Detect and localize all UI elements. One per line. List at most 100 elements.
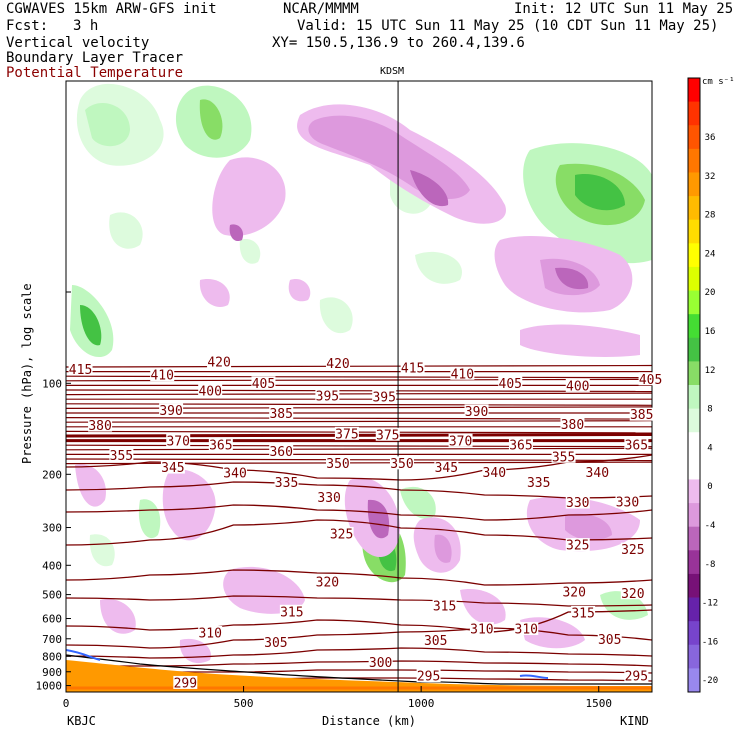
colorbar-swatch bbox=[688, 503, 700, 528]
theta-label-bg bbox=[326, 456, 351, 470]
colorbar-swatch bbox=[688, 172, 700, 197]
theta-label-bg bbox=[263, 635, 288, 649]
theta-label: 345 bbox=[435, 461, 458, 476]
theta-label: 340 bbox=[483, 466, 506, 481]
station-marker-label: KDSM bbox=[380, 66, 405, 77]
colorbar-swatch bbox=[688, 361, 700, 386]
colorbar-label: -20 bbox=[702, 676, 718, 686]
theta-label: 325 bbox=[330, 527, 353, 542]
theta-label-bg bbox=[368, 655, 393, 669]
start-station-label: KBJC bbox=[67, 714, 96, 728]
theta-label: 415 bbox=[69, 363, 92, 378]
theta-label: 310 bbox=[198, 627, 221, 642]
theta-label: 325 bbox=[566, 539, 589, 554]
theta-label: 395 bbox=[316, 389, 339, 404]
theta-label-bg bbox=[400, 360, 425, 374]
theta-contour-line bbox=[66, 519, 652, 546]
colorbar-label: 36 bbox=[705, 133, 716, 143]
theta-label: 335 bbox=[275, 476, 298, 491]
theta-label: 410 bbox=[451, 367, 474, 382]
colorbar-swatch bbox=[688, 314, 700, 339]
theta-contour-line bbox=[66, 403, 652, 406]
colorbar-swatch bbox=[688, 243, 700, 268]
theta-label-bg bbox=[207, 354, 232, 368]
theta-label: 365 bbox=[625, 439, 648, 454]
theta-label: 305 bbox=[264, 636, 287, 651]
theta-label-bg bbox=[450, 366, 475, 380]
colorbar-swatch bbox=[688, 101, 700, 126]
theta-label-bg bbox=[326, 356, 351, 370]
y-tick-label: 900 bbox=[42, 666, 62, 679]
theta-label-bg bbox=[498, 376, 523, 390]
y-tick-label: 200 bbox=[42, 468, 62, 481]
theta-label: 345 bbox=[161, 461, 184, 476]
theta-label: 320 bbox=[316, 576, 339, 591]
theta-label: 330 bbox=[566, 496, 589, 511]
theta-label: 305 bbox=[424, 634, 447, 649]
theta-label-bg bbox=[469, 622, 494, 636]
theta-label-bg bbox=[585, 465, 610, 479]
theta-label-bg bbox=[208, 438, 233, 452]
theta-label: 400 bbox=[566, 379, 589, 394]
theta-contour-line bbox=[66, 417, 652, 420]
colorbar-swatch bbox=[688, 385, 700, 410]
theta-label: 375 bbox=[335, 427, 358, 442]
theta-label-bg bbox=[198, 626, 223, 640]
theta-label: 315 bbox=[571, 606, 594, 621]
theta-label: 410 bbox=[150, 369, 173, 384]
theta-label-bg bbox=[329, 526, 354, 540]
colorbar-label: -12 bbox=[702, 599, 718, 609]
colorbar-label: 16 bbox=[705, 327, 716, 337]
theta-label-bg bbox=[551, 449, 576, 463]
theta-label-bg bbox=[615, 495, 640, 509]
theta-label-bg bbox=[624, 438, 649, 452]
colorbar-label: 20 bbox=[705, 288, 716, 298]
theta-label-bg bbox=[624, 669, 649, 683]
y-tick-label: 800 bbox=[42, 650, 62, 663]
colorbar-swatch bbox=[688, 408, 700, 433]
theta-label-bg bbox=[565, 378, 590, 392]
colorbar-frame bbox=[687, 77, 701, 693]
theta-label: 405 bbox=[639, 373, 662, 388]
colorbar-label: 0 bbox=[707, 482, 712, 492]
theta-contour-labels: 415 420 420 415 410 405 400 405 410 405 400 395 395 3… bbox=[68, 354, 663, 691]
theta-label-bg bbox=[434, 460, 459, 474]
colorbar-label: 4 bbox=[707, 443, 712, 453]
theta-label: 325 bbox=[621, 543, 644, 558]
theta-label-bg bbox=[315, 575, 340, 589]
x-tick-label: 1500 bbox=[585, 697, 612, 710]
theta-label: 400 bbox=[198, 384, 221, 399]
theta-label: 415 bbox=[401, 361, 424, 376]
colorbar-label: -16 bbox=[702, 637, 718, 647]
theta-label: 330 bbox=[616, 496, 639, 511]
theta-label-bg bbox=[389, 456, 414, 470]
theta-label-bg bbox=[565, 495, 590, 509]
end-station-label: KIND bbox=[620, 714, 649, 728]
colorbar-label: 24 bbox=[705, 249, 716, 259]
colorbar-label: 8 bbox=[707, 405, 712, 415]
theta-label: 299 bbox=[174, 676, 197, 691]
theta-label-bg bbox=[562, 584, 587, 598]
colorbar-swatch bbox=[688, 479, 700, 504]
y-tick-label: 700 bbox=[42, 633, 62, 646]
colorbar-label: -4 bbox=[705, 521, 716, 531]
theta-label-bg bbox=[597, 632, 622, 646]
theta-label-bg bbox=[464, 404, 489, 418]
theta-contour-line bbox=[66, 444, 652, 448]
theta-label-bg bbox=[150, 368, 175, 382]
y-tick-label: 1000 bbox=[36, 680, 63, 693]
colorbar-swatch bbox=[688, 148, 700, 173]
theta-label: 340 bbox=[223, 466, 246, 481]
theta-contour-line bbox=[66, 595, 652, 607]
colorbar-swatch bbox=[688, 432, 700, 457]
theta-label-bg bbox=[315, 388, 340, 402]
theta-contour-line bbox=[66, 647, 652, 659]
theta-label: 385 bbox=[630, 408, 653, 423]
theta-label-bg bbox=[160, 460, 185, 474]
theta-label: 365 bbox=[209, 439, 232, 454]
theta-label: 310 bbox=[515, 623, 538, 638]
terrain-fill bbox=[66, 649, 652, 692]
field-potential-temperature: Potential Temperature bbox=[6, 65, 184, 81]
theta-label-bg bbox=[482, 465, 507, 479]
